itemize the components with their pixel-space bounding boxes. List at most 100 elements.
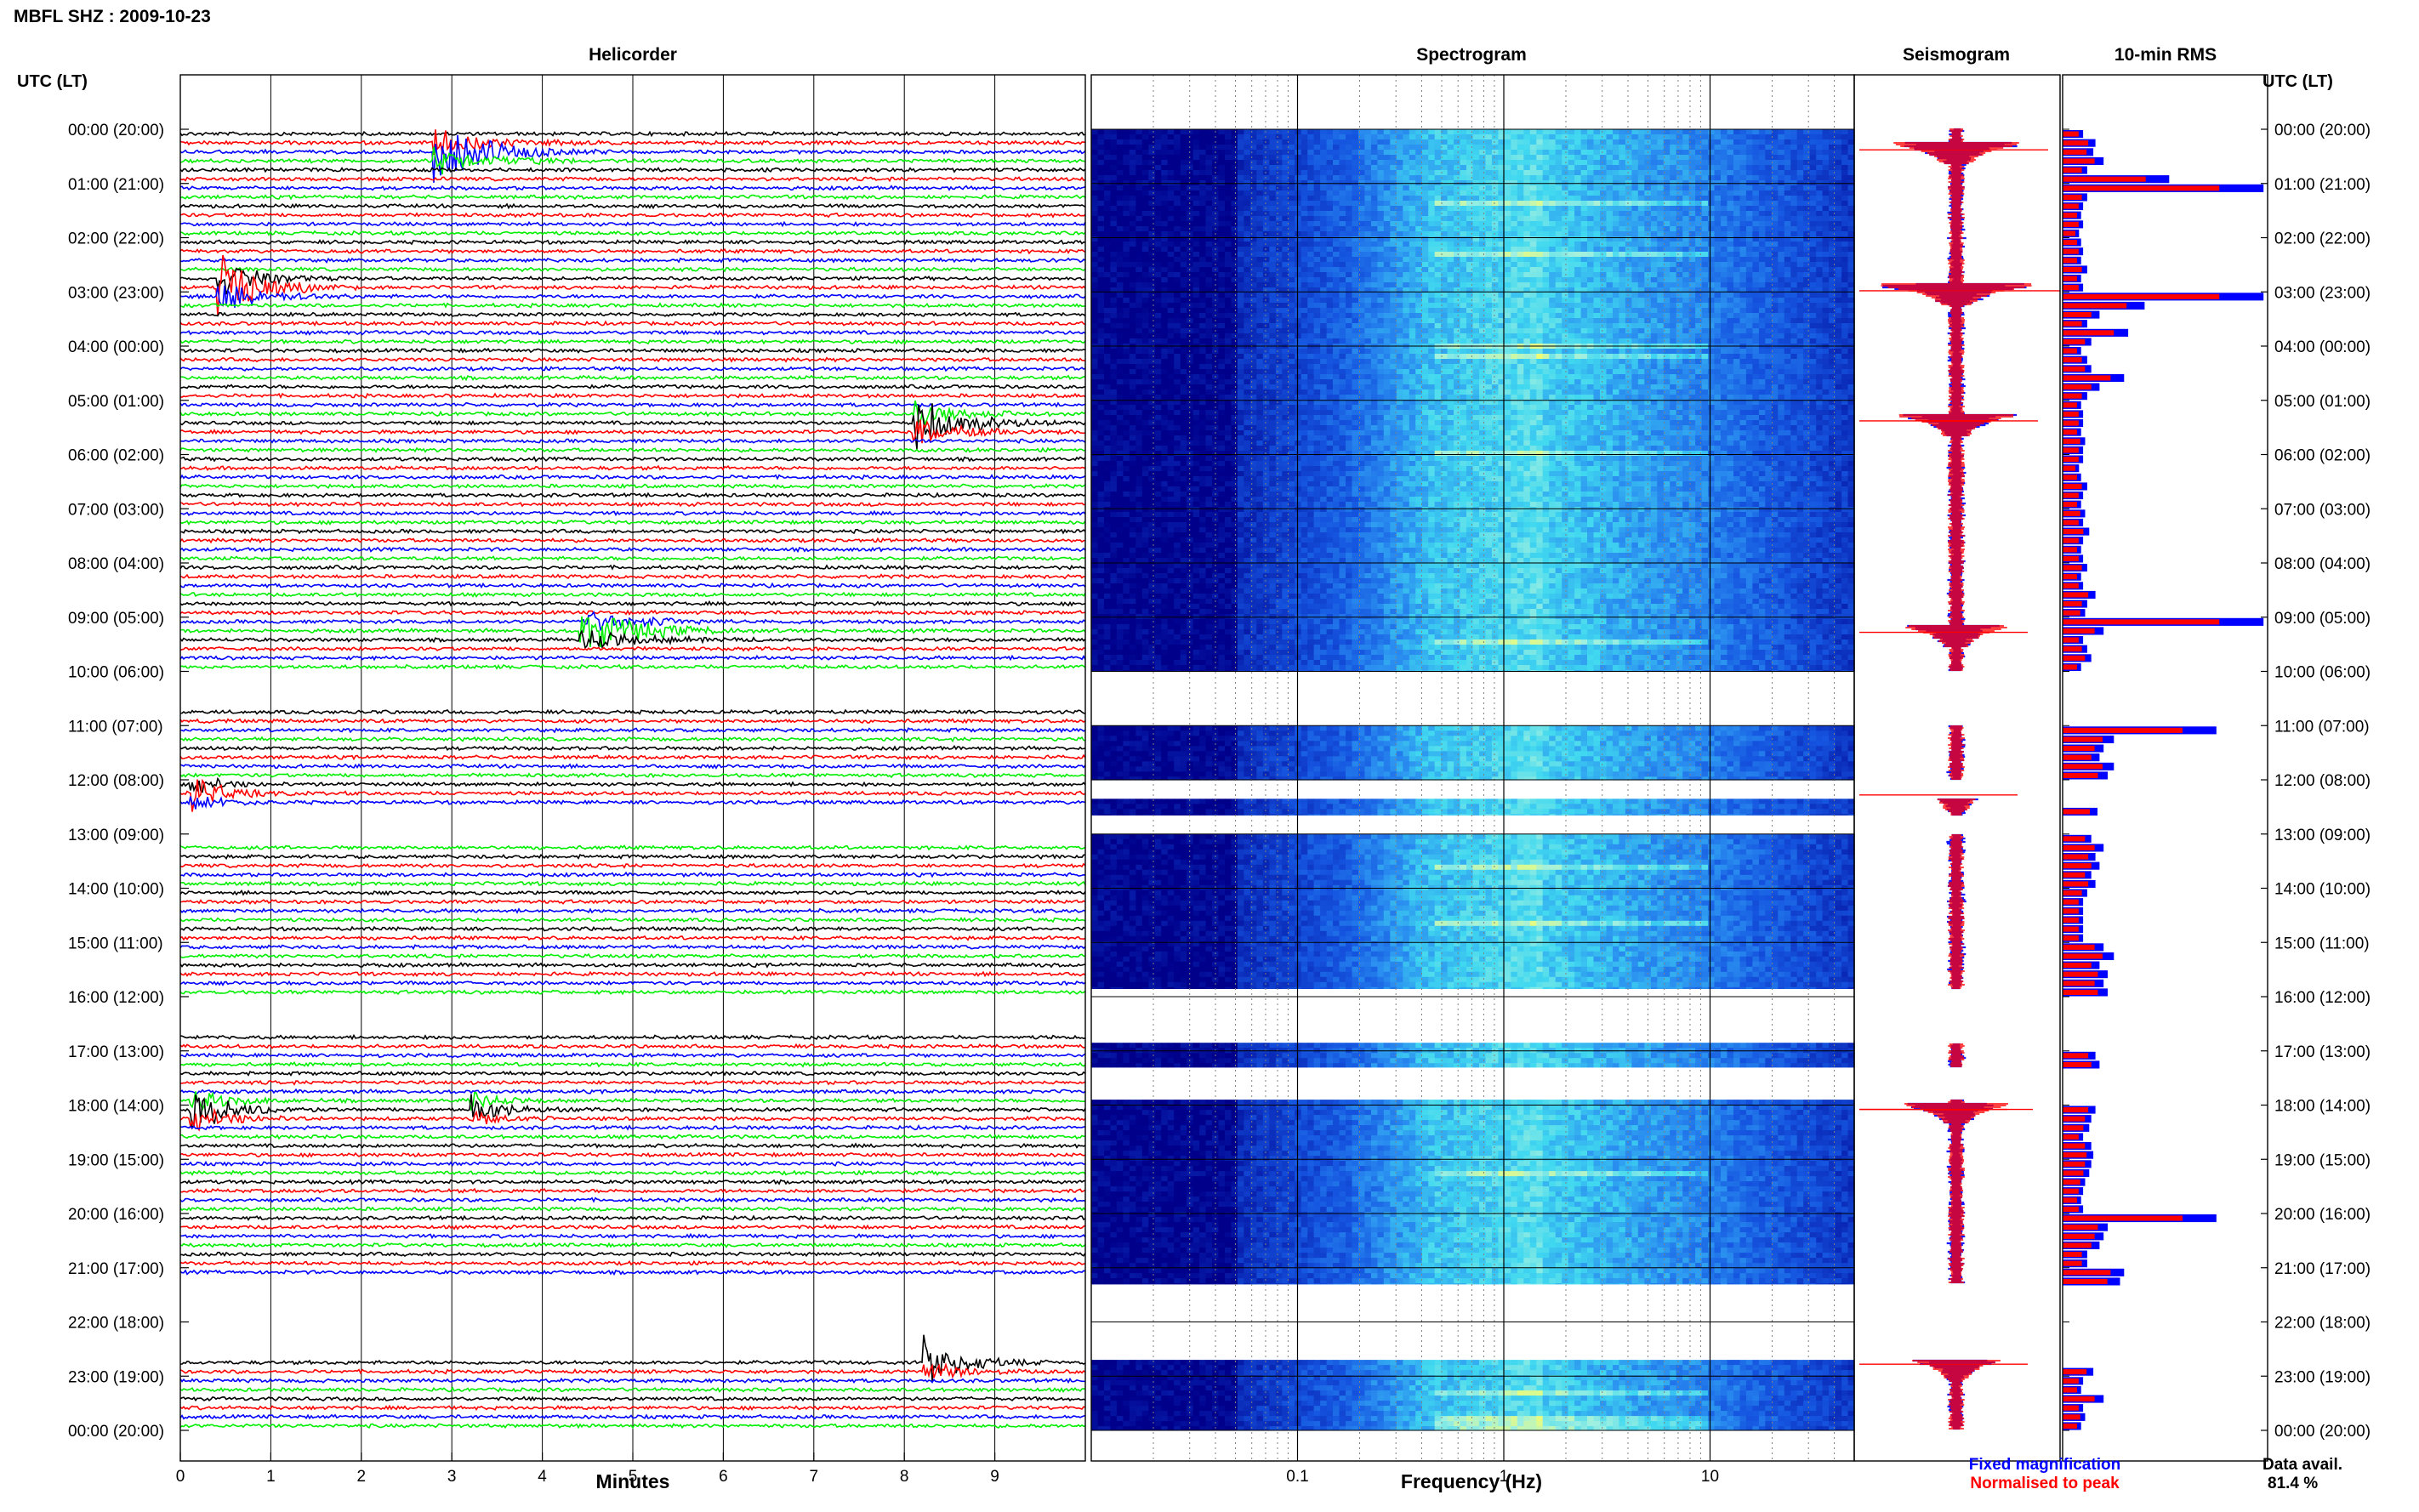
spectrogram-cell: [1371, 129, 1378, 135]
spectrogram-cell: [1244, 303, 1250, 309]
spectrogram-cell: [1695, 145, 1702, 151]
spectrogram-cell: [1543, 216, 1550, 222]
spectrogram-cell: [1778, 293, 1784, 298]
spectrogram-cell: [1587, 242, 1594, 247]
spectrogram-cell: [1562, 155, 1568, 161]
spectrogram-cell: [1568, 267, 1575, 273]
spectrogram-cell: [1130, 139, 1136, 145]
spectrogram-cell: [1778, 242, 1784, 247]
spectrogram-cell: [1295, 313, 1301, 319]
spectrogram-cell: [1574, 211, 1581, 217]
spectrogram-cell: [1117, 211, 1124, 217]
spectrogram-cell: [1651, 206, 1658, 212]
spectrogram-cell: [1721, 150, 1727, 156]
spectrogram-cell: [1721, 211, 1727, 217]
spectrogram-cell: [1098, 328, 1105, 334]
spectrogram-cell: [1810, 328, 1817, 334]
spectrogram-cell: [1199, 323, 1206, 329]
spectrogram-cell: [1454, 262, 1460, 268]
spectrogram-cell: [1460, 190, 1467, 196]
spectrogram-cell: [1613, 165, 1619, 171]
spectrogram-cell: [1238, 211, 1244, 217]
spectrogram-cell: [1536, 190, 1543, 196]
spectrogram-cell: [1823, 155, 1830, 161]
spectrogram-cell: [1320, 155, 1327, 161]
spectrogram-cell: [1810, 201, 1817, 207]
spectrogram-cell: [1708, 242, 1715, 247]
spectrogram-cell: [1136, 247, 1142, 253]
spectrogram-cell: [1784, 328, 1791, 334]
spectrogram-cell: [1409, 206, 1416, 212]
spectrogram-cell: [1250, 277, 1257, 283]
spectrogram-cell: [1225, 221, 1232, 227]
spectrogram-cell: [1130, 221, 1136, 227]
spectrogram-cell: [1174, 231, 1181, 237]
spectrogram-cell: [1142, 160, 1149, 166]
spectrogram-cell: [1587, 160, 1594, 166]
spectrogram-cell: [1721, 165, 1727, 171]
spectrogram-cell: [1384, 190, 1391, 196]
spectrogram-cell: [1307, 175, 1314, 181]
spectrogram-cell: [1702, 272, 1709, 278]
spectrogram-cell: [1740, 303, 1747, 309]
spectrogram-cell: [1721, 328, 1727, 334]
spectrogram-cell: [1715, 155, 1722, 161]
spectrogram-cell: [1556, 328, 1562, 334]
spectrogram-cell: [1130, 313, 1136, 319]
spectrogram-cell: [1613, 216, 1619, 222]
spectrogram-cell: [1301, 252, 1308, 258]
spectrogram-cell: [1486, 236, 1493, 242]
spectrogram-cell: [1727, 155, 1734, 161]
spectrogram-cell: [1244, 150, 1250, 156]
spectrogram-cell: [1746, 165, 1753, 171]
spectrogram-cell: [1816, 277, 1823, 283]
spectrogram-cell: [1721, 318, 1727, 324]
spectrogram-cell: [1314, 211, 1321, 217]
spectrogram-cell: [1836, 267, 1842, 273]
spectrogram-cell: [1638, 129, 1645, 135]
spectrogram-cell: [1352, 293, 1359, 298]
spectrogram-cell: [1790, 272, 1797, 278]
spectrogram-cell: [1657, 257, 1664, 263]
time-label-left: 18:00 (14:00): [68, 1098, 164, 1116]
spectrogram-cell: [1428, 134, 1435, 140]
spectrogram-cell: [1492, 190, 1499, 196]
spectrogram-cell: [1307, 328, 1314, 334]
spectrogram-cell: [1352, 247, 1359, 253]
spectrogram-cell: [1276, 303, 1283, 309]
spectrogram-cell: [1238, 323, 1244, 329]
spectrogram-cell: [1607, 277, 1614, 283]
spectrogram-cell: [1155, 267, 1162, 273]
spectrogram-cell: [1428, 247, 1435, 253]
spectrogram-cell: [1225, 145, 1232, 151]
spectrogram-cell: [1600, 221, 1607, 227]
spectrogram-cell: [1199, 145, 1206, 151]
spectrogram-cell: [1797, 303, 1804, 309]
spectrogram-cell: [1816, 298, 1823, 304]
spectrogram-cell: [1810, 282, 1817, 288]
spectrogram-cell: [1340, 252, 1346, 258]
spectrogram-cell: [1517, 257, 1524, 263]
spectrogram-cell: [1460, 221, 1467, 227]
spectrogram-cell: [1676, 267, 1683, 273]
spectrogram-cell: [1790, 226, 1797, 232]
spectrogram-cell: [1174, 338, 1181, 344]
spectrogram-cell: [1364, 247, 1371, 253]
spectrogram-cell: [1568, 236, 1575, 242]
spectrogram-cell: [1161, 206, 1168, 212]
spectrogram-cell: [1600, 303, 1607, 309]
spectrogram-cell: [1600, 155, 1607, 161]
spectrogram-cell: [1435, 308, 1442, 314]
spectrogram-cell: [1136, 190, 1142, 196]
spectrogram-cell: [1797, 282, 1804, 288]
spectrogram-cell: [1327, 236, 1334, 242]
spectrogram-cell: [1619, 221, 1625, 227]
spectrogram-cell: [1816, 272, 1823, 278]
spectrogram-cell: [1733, 129, 1740, 135]
spectrogram-cell: [1759, 298, 1766, 304]
spectrogram-cell: [1136, 257, 1142, 263]
spectrogram-cell: [1810, 170, 1817, 176]
spectrogram-cell: [1199, 247, 1206, 253]
spectrogram-cell: [1797, 333, 1804, 339]
spectrogram-cell: [1574, 155, 1581, 161]
